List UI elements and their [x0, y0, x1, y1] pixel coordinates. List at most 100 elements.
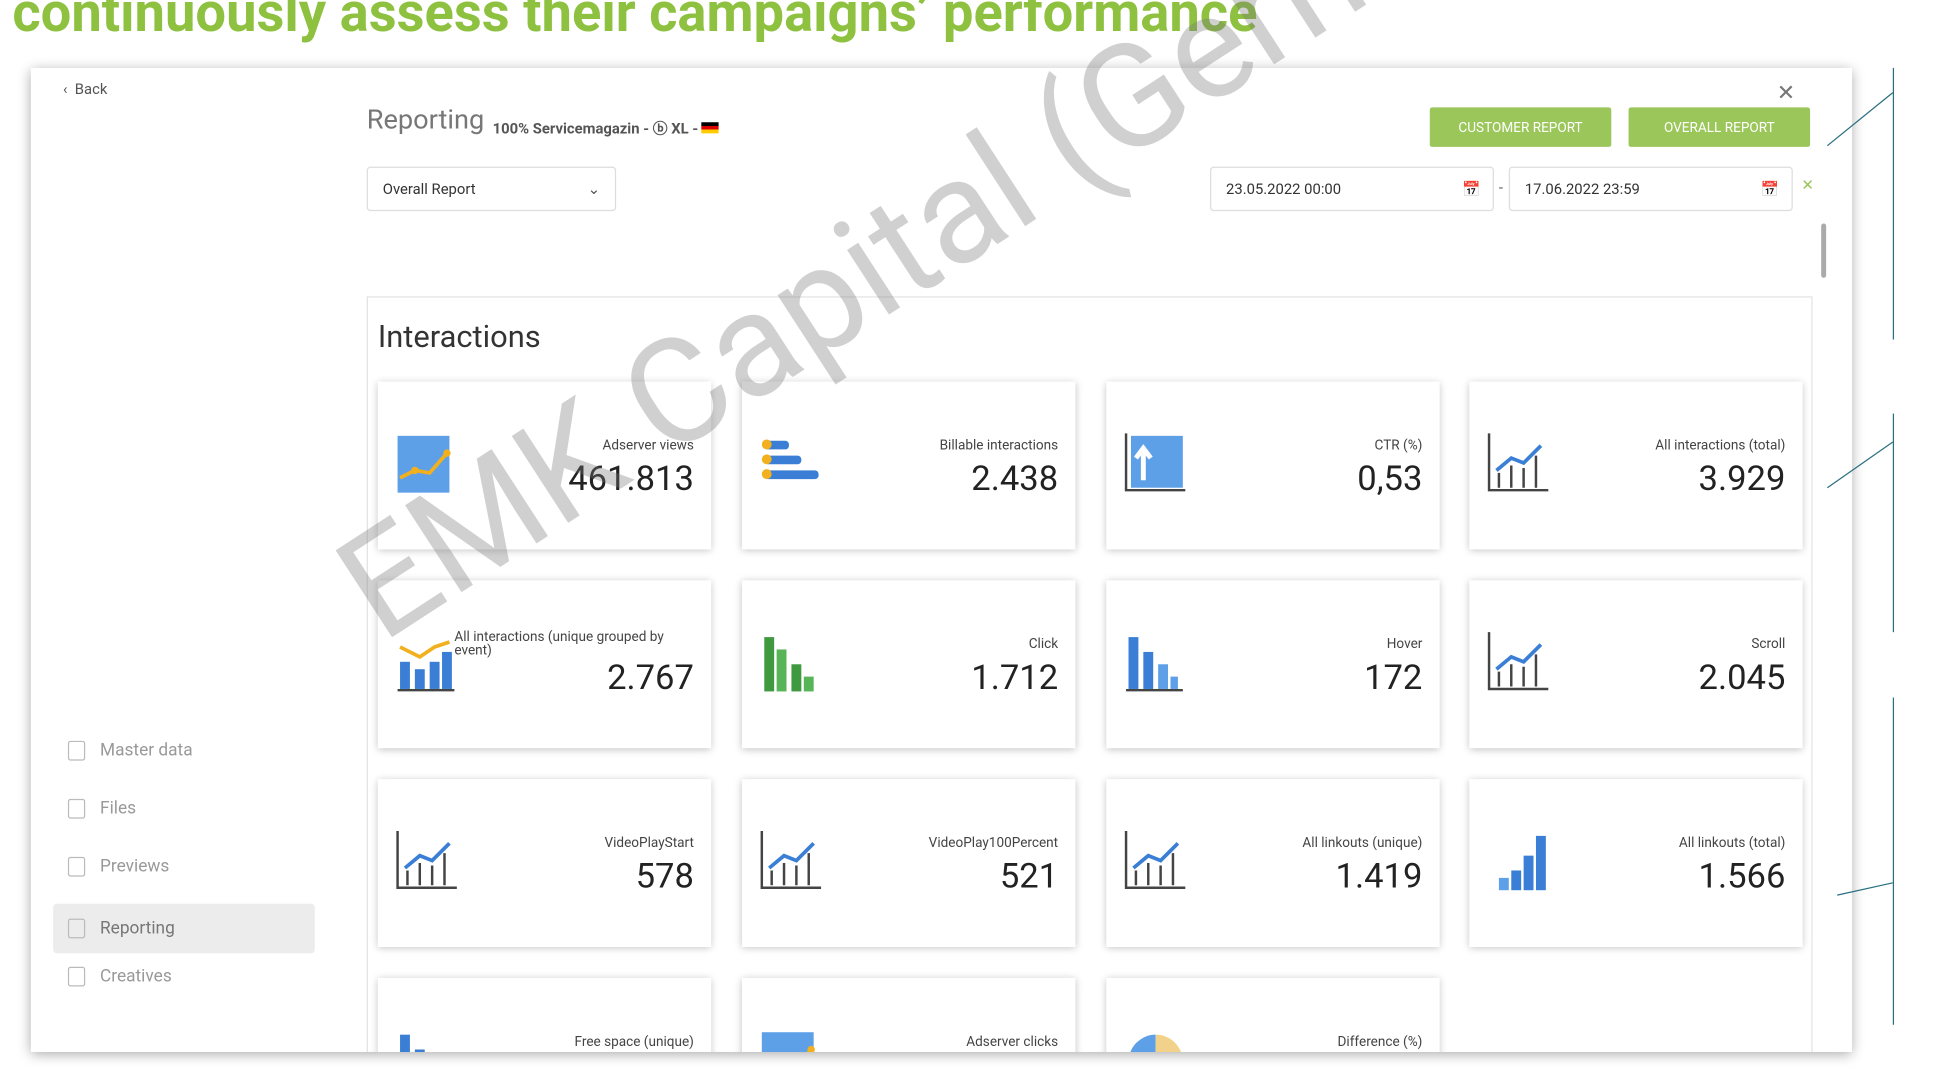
metric-card: Adserver views 461.813: [377, 381, 712, 550]
nav-icon: [67, 798, 86, 819]
nav-item[interactable]: Files: [67, 798, 137, 819]
card-value: 2.045: [1698, 656, 1786, 698]
card-label: Billable interactions: [939, 437, 1059, 454]
card-icon: [1124, 433, 1186, 492]
interactions-panel: Interactions Adserver views 461.813 Billab…: [366, 296, 1813, 1052]
metric-card: Hover 172: [1106, 580, 1440, 749]
nav-label: Creatives: [100, 966, 172, 987]
report-select-text: Overall Report: [382, 180, 476, 198]
date-from[interactable]: 23.05.2022 00:00 📅: [1210, 166, 1494, 212]
nav-item[interactable]: Reporting: [53, 903, 315, 954]
customer-report-button[interactable]: CUSTOMER REPORT: [1429, 107, 1612, 147]
card-label: VideoPlay100Percent: [928, 834, 1059, 851]
screenshot: ‹ Back Reporting 100% Servicemagazin - ⓑ…: [30, 67, 1853, 1052]
card-value: 1.566: [1698, 855, 1786, 897]
nav-icon: [67, 856, 86, 877]
card-value: 461.813: [568, 458, 694, 499]
card-value: 172: [1364, 656, 1423, 698]
scrollbar: [1821, 223, 1827, 278]
card-icon: [400, 1034, 425, 1052]
card-icon: [1498, 835, 1546, 891]
nav-label: Files: [100, 798, 137, 819]
date-to-text: 17.06.2022 23:59: [1524, 180, 1640, 198]
card-label: Adserver clicks: [966, 1033, 1059, 1050]
nav-label: Reporting: [100, 918, 175, 939]
card-value: 2.438: [971, 458, 1059, 499]
card-icon: [1487, 632, 1549, 691]
card-label: All linkouts (total): [1678, 834, 1786, 851]
card-label: Hover: [1386, 635, 1423, 652]
card-label: Free space (unique): [574, 1033, 694, 1050]
metric-card: All interactions (unique grouped by even…: [377, 580, 712, 749]
card-icon: [760, 830, 822, 889]
page-subtitle: 100% Servicemagazin - ⓑ XL -: [493, 117, 720, 138]
card-icon: [1124, 830, 1186, 889]
format: XL: [671, 119, 689, 138]
metric-card: VideoPlayStart 578: [377, 779, 712, 948]
nav-icon: [67, 740, 86, 761]
card-label: Adserver views: [602, 437, 694, 454]
callout-line: [1892, 67, 1895, 340]
section-title: Interactions: [377, 319, 541, 356]
metric-card: CTR (%) 0,53: [1106, 381, 1440, 550]
card-label: Difference (%): [1337, 1033, 1423, 1050]
card-icon: [1487, 433, 1549, 492]
metric-card: Free space (unique): [377, 977, 712, 1052]
metric-card: Scroll 2.045: [1469, 580, 1803, 749]
card-value: 1.712: [971, 656, 1059, 698]
card-icon: [761, 439, 819, 480]
metric-card: Billable interactions 2.438: [742, 381, 1076, 550]
card-value: 3.929: [1698, 458, 1786, 499]
metric-card: Adserver clicks: [742, 977, 1076, 1052]
card-label: VideoPlayStart: [604, 834, 694, 851]
card-icon: [764, 637, 814, 692]
back-link[interactable]: ‹ Back: [62, 80, 108, 98]
card-label: Scroll: [1751, 635, 1786, 652]
close[interactable]: ✕: [1776, 80, 1796, 107]
subtitle: 100% Servicemagazin -: [492, 119, 650, 138]
date-separator: -: [1498, 179, 1504, 197]
report-select[interactable]: Overall Report ⌄: [366, 166, 617, 212]
card-icon: [761, 1032, 815, 1052]
metric-card: All linkouts (unique) 1.419: [1106, 779, 1440, 948]
card-value: 578: [635, 855, 694, 897]
card-label: All interactions (total): [1655, 437, 1786, 454]
metric-card: Click 1.712: [742, 580, 1076, 749]
nav-label: Master data: [100, 740, 193, 761]
back-text: Back: [74, 80, 108, 98]
card-value: 2.767: [607, 656, 694, 698]
card-value: 0,53: [1357, 458, 1423, 499]
nav-item[interactable]: Creatives: [67, 966, 172, 987]
card-icon: [397, 640, 455, 692]
card-icon: [1126, 637, 1183, 692]
card-icon: [1130, 1034, 1181, 1052]
flag: [701, 122, 720, 134]
page-title: Reporting: [366, 104, 485, 136]
nav-icon: [67, 918, 86, 939]
card-icon: [396, 830, 457, 889]
nav-icon: [67, 966, 86, 987]
card-icon: [397, 435, 451, 493]
nav-item[interactable]: Previews: [67, 856, 170, 877]
card-label: All interactions (unique grouped by even…: [454, 628, 664, 659]
callout-line: [1892, 413, 1895, 633]
nav-label: Previews: [100, 856, 170, 877]
nav-item[interactable]: Master data: [67, 740, 193, 761]
metric-card: VideoPlay100Percent 521: [742, 779, 1076, 948]
metric-card: All linkouts (total) 1.566: [1469, 779, 1803, 948]
card-label: All linkouts (unique): [1302, 834, 1423, 851]
date-from-text: 23.05.2022 00:00: [1226, 180, 1342, 198]
card-label: CTR (%): [1374, 437, 1423, 454]
card-value: 1.419: [1335, 855, 1423, 897]
callout-line: [1892, 697, 1895, 1025]
overall-report-button[interactable]: OVERALL REPORT: [1628, 107, 1811, 147]
metric-card: All interactions (total) 3.929: [1469, 381, 1803, 550]
separator: -: [692, 119, 699, 138]
card-label: Click: [1028, 635, 1059, 652]
date-to[interactable]: 17.06.2022 23:59 📅: [1508, 166, 1793, 212]
connectors: [1826, 92, 1894, 896]
card-value: 521: [999, 855, 1059, 897]
clear-dates[interactable]: ✕: [1801, 176, 1814, 194]
